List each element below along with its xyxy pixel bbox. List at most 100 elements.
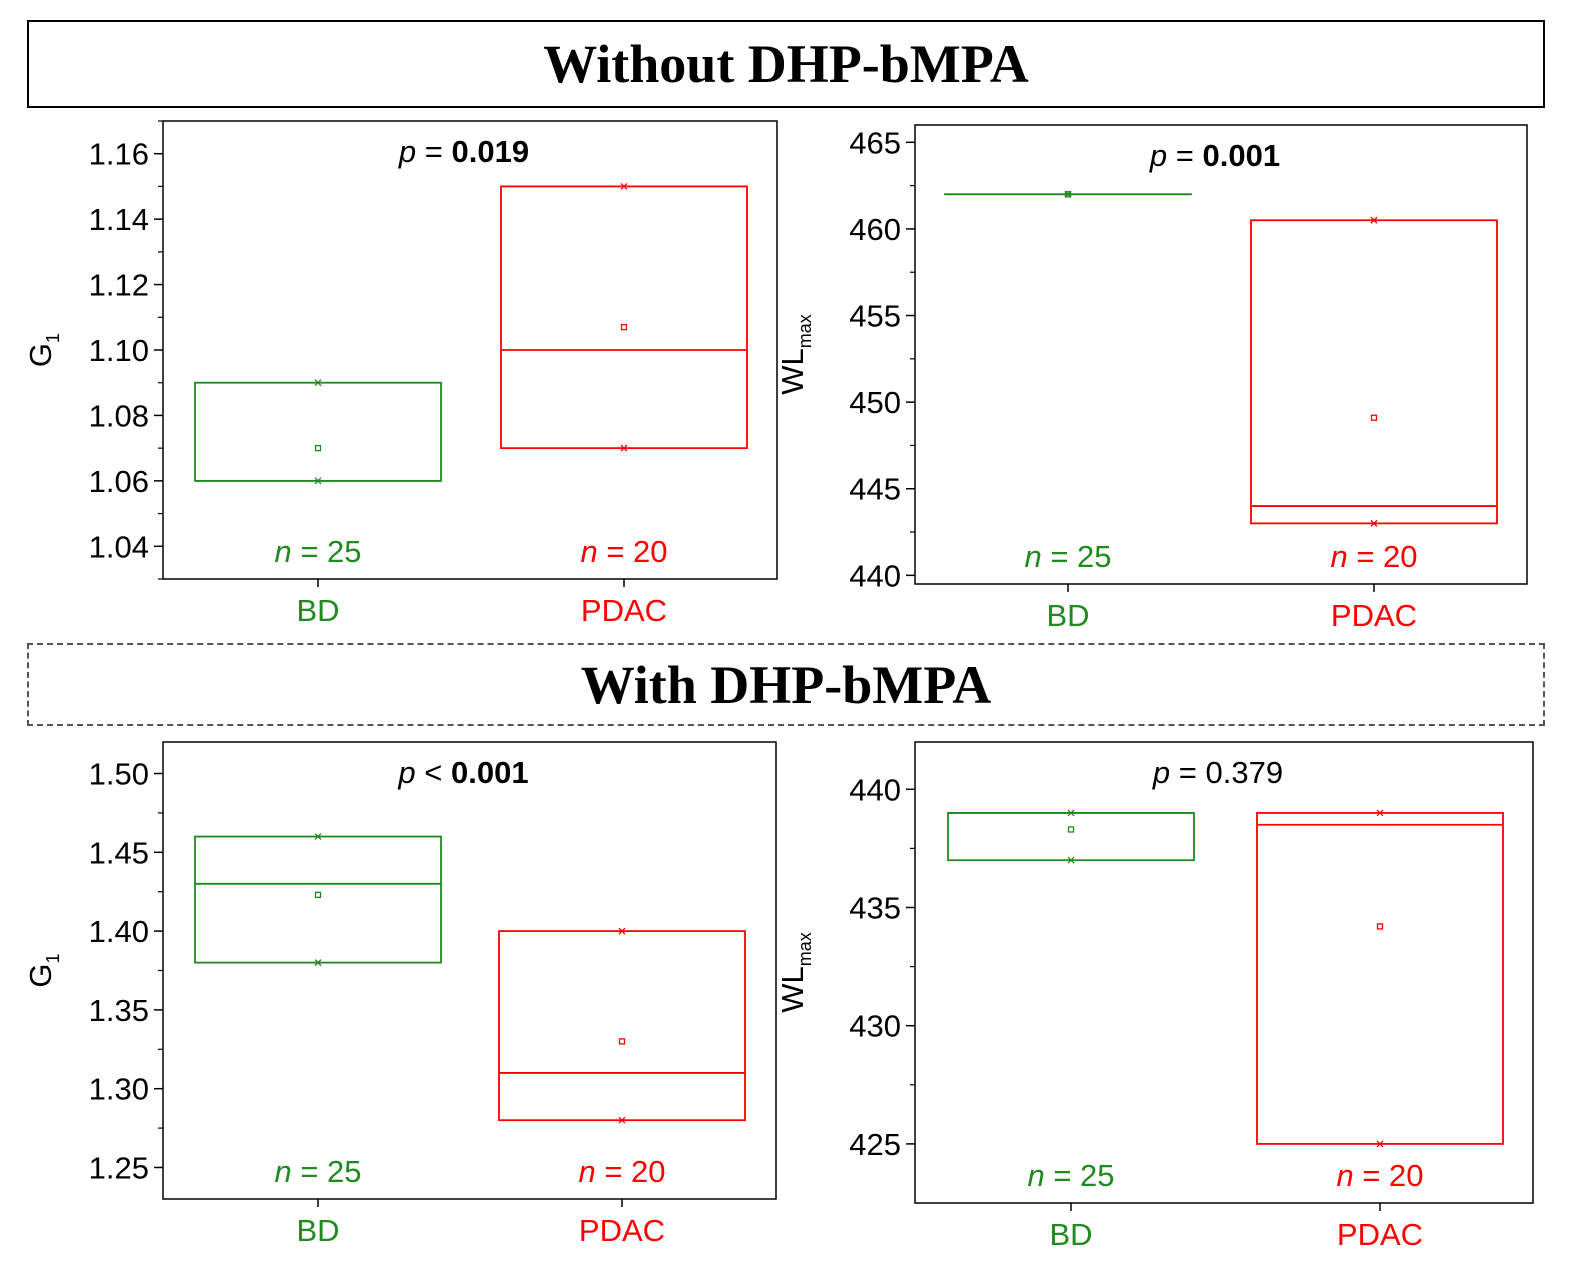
n-value: = 25 xyxy=(1045,1158,1115,1193)
box-iqr xyxy=(1250,219,1498,525)
y-tick-label: 440 xyxy=(849,558,901,593)
y-tick-label: 430 xyxy=(849,1009,901,1044)
p-value-number: 0.001 xyxy=(451,755,529,790)
y-tick-label: 445 xyxy=(849,472,901,507)
x-category-label: BD xyxy=(1049,1217,1092,1252)
n-label: n = 25 xyxy=(1024,539,1111,574)
y-axis-label-sub: 1 xyxy=(43,333,63,343)
y-axis-label: WLmax xyxy=(775,932,815,1013)
y-tick-label: 1.45 xyxy=(89,835,149,870)
group-pdac: n = 20 PDAC xyxy=(1250,216,1498,633)
max-marker xyxy=(618,927,626,935)
y-tick-label: 465 xyxy=(849,125,901,160)
y-axis-label-sub: max xyxy=(795,314,815,348)
n-symbol: n xyxy=(578,1154,595,1189)
y-tick-label: 1.50 xyxy=(89,757,149,792)
n-value: = 25 xyxy=(1042,539,1112,574)
y-tick-label: 1.14 xyxy=(89,202,149,237)
n-value: = 20 xyxy=(1354,1158,1424,1193)
n-value: = 20 xyxy=(596,1154,666,1189)
n-value: = 20 xyxy=(598,534,668,569)
mean-marker xyxy=(314,444,322,452)
p-value-label: p = 0.379 xyxy=(1152,755,1283,790)
plot-frame xyxy=(914,124,1528,585)
y-axis-label-main: WL xyxy=(775,966,810,1013)
group-bd: n = 25 BD xyxy=(944,190,1192,633)
mean-marker xyxy=(314,891,322,899)
n-symbol: n xyxy=(1336,1158,1353,1193)
y-tick-label: 435 xyxy=(849,890,901,925)
y-axis-label: WLmax xyxy=(775,314,815,395)
section-title-with: With DHP-bMPA xyxy=(27,643,1545,726)
mean-marker xyxy=(1067,826,1075,833)
x-category-label: BD xyxy=(1046,598,1089,633)
y-tick-label: 1.16 xyxy=(89,137,149,172)
max-marker xyxy=(620,182,628,190)
min-marker xyxy=(314,959,322,967)
min-marker xyxy=(618,1116,626,1124)
y-tick-label: 460 xyxy=(849,212,901,247)
mean-marker xyxy=(620,323,628,331)
n-label: n = 20 xyxy=(1336,1158,1423,1193)
n-label: n = 25 xyxy=(1027,1158,1114,1193)
n-symbol: n xyxy=(580,534,597,569)
p-value-label: p = 0.019 xyxy=(398,134,529,169)
x-category-label: BD xyxy=(296,1213,339,1248)
p-value-label: p = 0.001 xyxy=(1149,138,1280,173)
y-axis-label-main: G xyxy=(23,963,58,987)
box-iqr xyxy=(498,930,746,1122)
y-tick-label: 1.10 xyxy=(89,333,149,368)
p-value-number: 0.019 xyxy=(452,134,530,169)
mean-marker xyxy=(1370,414,1378,421)
n-symbol: n xyxy=(1330,539,1347,574)
p-value-operator: = xyxy=(1167,138,1202,173)
min-marker xyxy=(314,477,322,485)
y-axis-label: G1 xyxy=(23,953,63,987)
y-axis-label-main: WL xyxy=(775,348,810,395)
box-iqr xyxy=(1256,812,1504,1145)
plot-frame xyxy=(914,741,1534,1204)
max-marker xyxy=(1067,809,1075,817)
y-tick-label: 1.08 xyxy=(89,398,149,433)
chart-panel-top-left: 1.04 1.06 1.08 1.10 1.12 1.14 1.16 G1 p = 0.019 n… xyxy=(23,120,778,628)
mean-marker xyxy=(618,1038,626,1045)
y-tick-label: 1.40 xyxy=(89,914,149,949)
y-tick-label: 425 xyxy=(849,1127,901,1162)
p-value-symbol: p xyxy=(1152,755,1170,790)
y-axis-label: G1 xyxy=(23,333,63,367)
mean-marker xyxy=(1376,923,1384,930)
box-iqr xyxy=(947,812,1195,862)
n-symbol: n xyxy=(1024,539,1041,574)
box-iqr xyxy=(194,381,442,482)
n-label: n = 20 xyxy=(578,1154,665,1189)
x-category-label: BD xyxy=(296,593,339,628)
y-tick-label: 1.30 xyxy=(89,1072,149,1107)
n-value: = 25 xyxy=(292,1154,362,1189)
p-value-label: p < 0.001 xyxy=(397,755,528,790)
max-marker xyxy=(1376,809,1384,817)
plot-frame xyxy=(162,741,777,1200)
group-bd: n = 25 BD xyxy=(194,833,442,1248)
max-marker xyxy=(314,833,322,841)
n-label: n = 25 xyxy=(274,1154,361,1189)
y-tick-label: 1.35 xyxy=(89,993,149,1028)
min-marker xyxy=(1064,190,1072,198)
y-tick-label: 440 xyxy=(849,772,901,807)
min-marker xyxy=(1067,856,1075,864)
y-tick-label: 1.06 xyxy=(89,464,149,499)
p-value-number: 0.379 xyxy=(1206,755,1284,790)
y-tick-label: 1.12 xyxy=(89,268,149,303)
n-symbol: n xyxy=(1027,1158,1044,1193)
p-value-symbol: p xyxy=(1149,138,1167,173)
group-pdac: n = 20 PDAC xyxy=(1256,809,1504,1252)
section-title-without-text: Without DHP-bMPA xyxy=(543,34,1029,94)
group-bd: n = 25 BD xyxy=(947,809,1195,1252)
y-tick-label: 1.04 xyxy=(89,529,149,564)
chart-panel-top-right: 440 445 450 455 460 465 WLmax p = 0.001 n = 25 BD… xyxy=(775,124,1528,633)
n-symbol: n xyxy=(274,534,291,569)
n-value: = 25 xyxy=(292,534,362,569)
y-tick-label: 450 xyxy=(849,385,901,420)
p-value-symbol: p xyxy=(398,134,416,169)
x-category-label: PDAC xyxy=(1331,598,1417,633)
n-symbol: n xyxy=(274,1154,291,1189)
